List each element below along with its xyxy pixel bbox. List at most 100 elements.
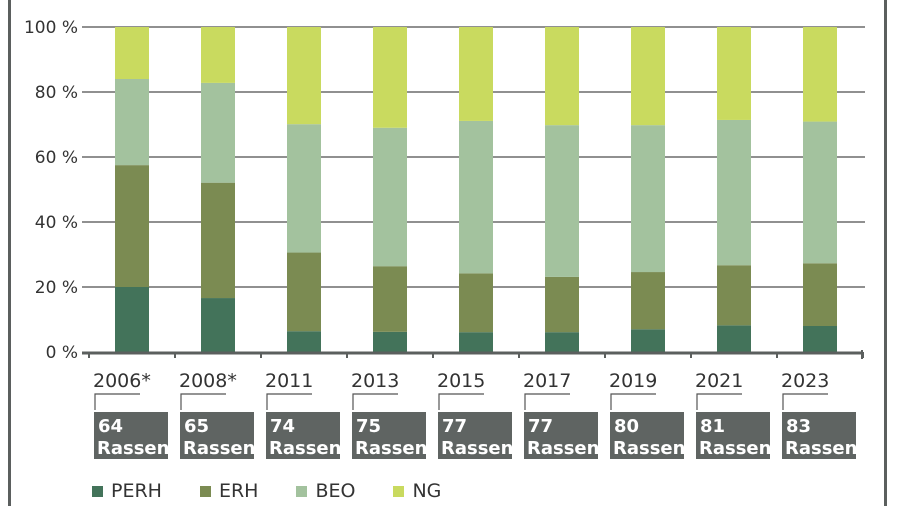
breed-count-box: [610, 412, 684, 459]
breed-count-box: [94, 412, 168, 459]
bar-segment-ng: [459, 27, 493, 121]
breed-unit: Rassen: [183, 438, 255, 459]
bar-segment-ng: [287, 27, 321, 125]
bar-segment-perh: [287, 331, 321, 352]
bracket-line: [524, 393, 570, 410]
bar-segment-beo: [803, 121, 837, 264]
bar-segment-erh: [631, 272, 665, 330]
bracket-line: [782, 393, 828, 410]
y-tick-label: 80 %: [35, 83, 78, 103]
x-tick-label: 2006*: [93, 370, 151, 392]
x-tick-label: 2011: [265, 370, 313, 392]
y-tick-label: 40 %: [35, 213, 78, 233]
breed-count-box: [438, 412, 512, 459]
legend-label: NG: [412, 480, 442, 502]
breed-count-box: [696, 412, 770, 459]
legend-item-perh: PERH: [92, 480, 162, 502]
bar-segment-perh: [459, 332, 493, 352]
legend-label: PERH: [111, 480, 162, 502]
breed-count-box: [524, 412, 598, 459]
legend-label: ERH: [218, 480, 259, 502]
bar-segment-beo: [115, 79, 149, 166]
bar-segment-erh: [459, 273, 493, 333]
breed-count: 75: [356, 416, 381, 437]
bar-segment-ng: [373, 27, 407, 128]
x-tick-label: 2021: [695, 370, 743, 392]
y-tick-label: 20 %: [35, 278, 78, 298]
bar-segment-erh: [717, 265, 751, 326]
legend-swatch: [92, 485, 103, 497]
bar-segment-beo: [287, 124, 321, 253]
breed-unit: Rassen: [269, 438, 341, 459]
breed-count-box: [180, 412, 254, 459]
x-tick-label: 2013: [351, 370, 399, 392]
breed-unit: Rassen: [527, 438, 599, 459]
y-tick-label: 0 %: [46, 343, 78, 363]
bar-segment-perh: [631, 329, 665, 352]
legend-swatch: [393, 485, 405, 497]
breed-count: 83: [786, 416, 811, 437]
bracket-line: [266, 393, 312, 410]
legend: PERH ERH BEO NG: [92, 480, 441, 502]
breed-unit: Rassen: [97, 438, 169, 459]
bar-segment-erh: [201, 182, 235, 299]
breed-unit: Rassen: [441, 438, 513, 459]
bar-segment-erh: [287, 252, 321, 332]
bar-segment-beo: [717, 119, 751, 266]
x-tick-label: 2008*: [179, 370, 237, 392]
bar-segment-perh: [803, 326, 837, 352]
legend-item-beo: BEO: [296, 480, 355, 502]
x-tick-label: 2015: [437, 370, 485, 392]
bar-segment-erh: [545, 276, 579, 333]
bar-segment-perh: [717, 325, 751, 352]
breed-unit: Rassen: [785, 438, 857, 459]
bar-segment-beo: [631, 125, 665, 273]
breed-count: 64: [98, 416, 123, 437]
bar-segment-ng: [201, 27, 235, 83]
bar-segment-beo: [545, 125, 579, 277]
legend-swatch: [199, 485, 211, 497]
legend-item-ng: NG: [393, 480, 441, 502]
bracket-line: [438, 393, 484, 410]
bar-segment-erh: [373, 266, 407, 332]
bar-segment-ng: [545, 27, 579, 126]
bar-segment-perh: [545, 332, 579, 352]
bar-segment-perh: [373, 331, 407, 352]
x-tick-label: 2017: [523, 370, 571, 392]
frame-left-border: [8, 0, 11, 506]
breed-count: 65: [184, 416, 209, 437]
breed-count-box: [352, 412, 426, 459]
breed-count: 77: [528, 416, 553, 437]
x-tick-label: 2019: [609, 370, 657, 392]
breed-unit: Rassen: [699, 438, 771, 459]
legend-label: BEO: [315, 480, 356, 502]
x-tick-label: 2023: [781, 370, 829, 392]
bracket-line: [352, 393, 398, 410]
breed-count: 77: [442, 416, 467, 437]
frame-right-border: [884, 0, 887, 506]
breed-count-box: [266, 412, 340, 459]
breed-unit: Rassen: [613, 438, 685, 459]
bracket-line: [696, 393, 742, 410]
bar-segment-perh: [115, 287, 149, 352]
breed-count-box: [782, 412, 856, 459]
y-tick-label: 60 %: [35, 148, 78, 168]
legend-item-erh: ERH: [199, 480, 259, 502]
bracket-line: [94, 393, 140, 410]
bar-segment-ng: [717, 27, 751, 120]
bracket-line: [180, 393, 226, 410]
y-tick-label: 100 %: [24, 18, 78, 38]
bar-segment-erh: [803, 263, 837, 326]
breed-count: 80: [614, 416, 639, 437]
bar-segment-erh: [115, 165, 149, 287]
breed-count: 74: [270, 416, 295, 437]
bracket-line: [610, 393, 656, 410]
bar-segment-beo: [201, 82, 235, 183]
bar-segment-ng: [115, 27, 149, 79]
breed-count: 81: [700, 416, 725, 437]
bar-segment-ng: [631, 27, 665, 126]
breed-unit: Rassen: [355, 438, 427, 459]
bar-segment-beo: [373, 127, 407, 267]
bar-segment-beo: [459, 120, 493, 274]
